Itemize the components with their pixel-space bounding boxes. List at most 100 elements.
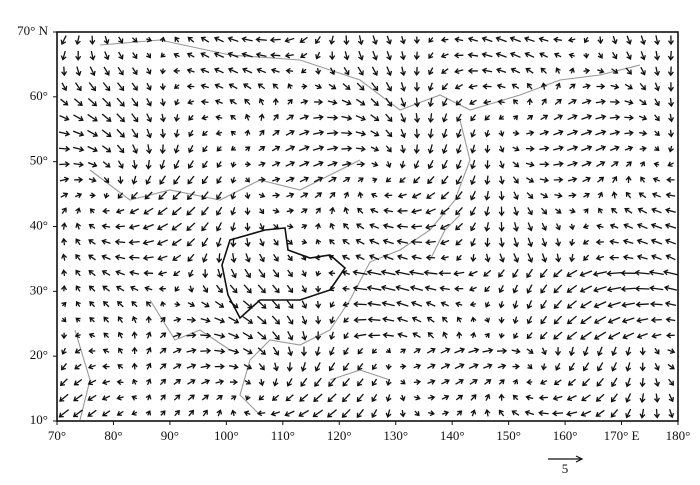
wind-arrow [300,192,309,198]
wind-arrow [668,97,675,108]
wind-arrow [400,113,407,123]
wind-arrow [74,192,83,199]
wind-arrow [512,146,520,152]
wind-arrow [75,222,82,230]
wind-arrow [202,409,208,417]
x-tick-label: 120° [327,428,352,443]
wind-arrow [215,237,222,248]
wind-arrow [286,192,295,199]
wind-arrow [272,331,280,341]
x-tick-label: 90° [161,428,179,443]
wind-arrow [329,67,336,76]
wind-arrow [484,206,491,217]
wind-arrow [498,393,505,401]
wind-arrow [593,301,607,309]
wind-arrow [440,347,451,354]
wind-arrow [343,332,349,340]
wind-arrow [131,175,138,185]
wind-arrow [89,66,96,77]
wind-arrow [512,161,520,168]
wind-arrow [187,253,195,262]
wind-arrow [470,254,477,263]
wind-arrow [327,393,337,403]
wind-arrow [61,253,68,261]
wind-arrow [592,270,607,277]
wind-arrow [357,378,364,387]
wind-arrow [555,67,561,74]
wind-arrow [593,316,607,325]
wind-arrow [355,114,367,122]
wind-arrow [441,394,450,401]
wind-arrow [625,191,632,199]
wind-arrow [158,285,166,292]
wind-arrow [370,98,379,107]
wind-arrow [157,207,168,215]
wind-arrow [610,99,621,106]
x-tick-label: 110° [271,428,295,443]
wind-arrow [440,191,450,200]
wind-arrow [621,301,635,308]
wind-arrow [610,409,619,418]
wind-arrow [484,317,490,323]
wind-arrow [626,35,632,45]
wind-arrow [410,238,422,245]
wind-arrow [513,332,519,339]
wind-arrow [512,176,519,184]
wind-arrow [314,377,322,387]
wind-arrow [539,177,550,183]
wind-arrow [413,36,420,45]
wind-arrow [341,145,353,152]
wind-arrow [484,379,492,385]
wind-arrow [456,331,463,339]
wind-arrow [143,270,154,277]
wind-arrow [131,67,138,76]
wind-arrow [60,98,69,106]
wind-arrow [230,207,237,216]
wind-arrow [396,207,408,215]
wind-arrow [498,114,504,120]
wind-arrow [131,97,139,107]
wind-arrow [273,362,279,372]
wind-arrow [300,52,308,59]
wind-arrow [87,409,97,417]
wind-arrow [396,238,409,245]
wind-arrow [468,347,480,354]
wind-arrow [173,363,182,370]
wind-arrow [540,207,548,215]
wind-arrow [413,51,420,61]
wind-arrow [524,409,535,416]
wind-arrow [73,378,83,386]
wind-arrow [624,99,634,106]
wind-arrow [343,362,350,371]
wind-arrow [511,410,520,416]
wind-arrow [115,269,125,276]
wind-arrow [413,176,421,184]
wind-arrow [595,114,607,121]
wind-arrow [259,253,265,263]
wind-arrow [352,269,368,276]
wind-arrow [428,52,434,60]
wind-arrow [214,317,226,324]
wind-arrow [88,347,96,354]
wind-arrow [173,52,180,59]
wind-arrow [467,67,478,74]
wind-arrow [229,284,238,294]
wind-arrow [272,97,279,106]
wind-arrow [581,394,591,402]
wind-arrow [606,270,622,277]
wind-arrow [607,301,621,309]
wind-arrow [527,207,533,216]
wind-arrow [61,237,68,246]
wind-arrow [118,347,124,354]
wind-arrow [131,82,138,91]
wind-arrow [188,285,194,293]
wind-arrow [329,239,335,245]
wind-arrow [257,284,266,294]
wind-arrow [202,145,208,153]
wind-arrow [399,394,406,402]
wind-arrow [455,301,463,308]
wind-arrow [286,315,294,325]
wind-arrow [61,301,67,308]
wind-arrow [186,222,196,231]
wind-arrow [553,299,563,310]
